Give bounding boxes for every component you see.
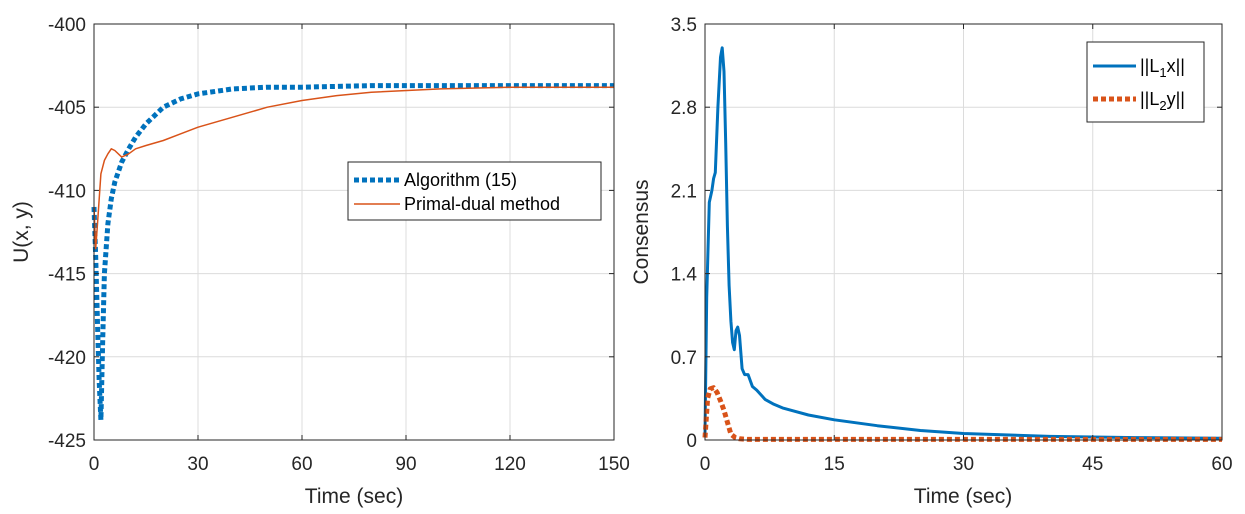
y-tick-label: -420 bbox=[48, 348, 86, 369]
chart-right-legend-box bbox=[1086, 41, 1205, 123]
x-tick-label: 15 bbox=[824, 454, 845, 475]
chart-right: 0 15 30 45 60 0 0.7 1.4 2.1 2.8 3.5 Time (sec) Con… bbox=[630, 15, 1233, 508]
series-line-l2 bbox=[702, 385, 1222, 442]
y-tick-label: -410 bbox=[48, 181, 86, 202]
x-tick-label: 0 bbox=[89, 454, 100, 475]
x-tick-label: 30 bbox=[187, 454, 208, 475]
chart-left: 0 30 60 90 120 150 -400 -405 -410 -415 -420 -425 Ti… bbox=[10, 15, 630, 508]
chart-right-plot-area bbox=[702, 46, 1223, 442]
x-tick-label: 60 bbox=[291, 454, 312, 475]
x-tick-label: 45 bbox=[1082, 454, 1103, 475]
chart-left-xlabel: Time (sec) bbox=[305, 485, 403, 508]
y-tick-label: -415 bbox=[48, 265, 86, 286]
y-tick-label: -425 bbox=[48, 431, 86, 452]
series-line-0 bbox=[91, 83, 614, 423]
x-tick-label: 60 bbox=[1211, 454, 1232, 475]
legend-label-l2y: ||L2y|| bbox=[1140, 89, 1185, 113]
x-tick-label: 0 bbox=[700, 454, 711, 475]
chart-left-ticks: 0 30 60 90 120 150 -400 -405 -410 -415 -420 -425 bbox=[48, 15, 630, 475]
x-tick-label: 120 bbox=[494, 454, 526, 475]
y-tick-label: 0.7 bbox=[671, 348, 697, 369]
y-tick-label: -405 bbox=[48, 98, 86, 119]
chart-right-ylabel: Consensus bbox=[630, 179, 653, 284]
chart-right-ticks: 0 15 30 45 60 0 0.7 1.4 2.1 2.8 3.5 bbox=[671, 15, 1233, 475]
y-tick-label: -400 bbox=[48, 15, 86, 36]
y-tick-label: 2.8 bbox=[671, 98, 697, 119]
legend-label-algorithm: Algorithm (15) bbox=[404, 170, 517, 190]
chart-right-legend: ||L1x|| ||L2y|| bbox=[1086, 41, 1205, 123]
x-tick-label: 90 bbox=[395, 454, 416, 475]
y-tick-label: 0 bbox=[686, 431, 697, 452]
x-tick-label: 150 bbox=[598, 454, 630, 475]
y-tick-label: 1.4 bbox=[671, 265, 698, 286]
chart-left-plot-area bbox=[91, 83, 614, 423]
chart-left-legend-box bbox=[347, 161, 602, 221]
chart-left-ylabel: U(x, y) bbox=[10, 201, 33, 263]
y-tick-label: 3.5 bbox=[671, 15, 697, 36]
legend-label-primal-dual: Primal-dual method bbox=[404, 194, 560, 214]
y-tick-label: 2.1 bbox=[671, 181, 697, 202]
series-line-l1 bbox=[703, 46, 1223, 440]
x-tick-label: 30 bbox=[953, 454, 974, 475]
legend-label-l1x: ||L1x|| bbox=[1140, 56, 1185, 80]
chart-right-xlabel: Time (sec) bbox=[914, 485, 1012, 508]
chart-left-legend: Algorithm (15) Primal-dual method bbox=[347, 161, 602, 221]
chart-left-frame bbox=[93, 23, 615, 441]
series-line-1 bbox=[93, 86, 614, 250]
